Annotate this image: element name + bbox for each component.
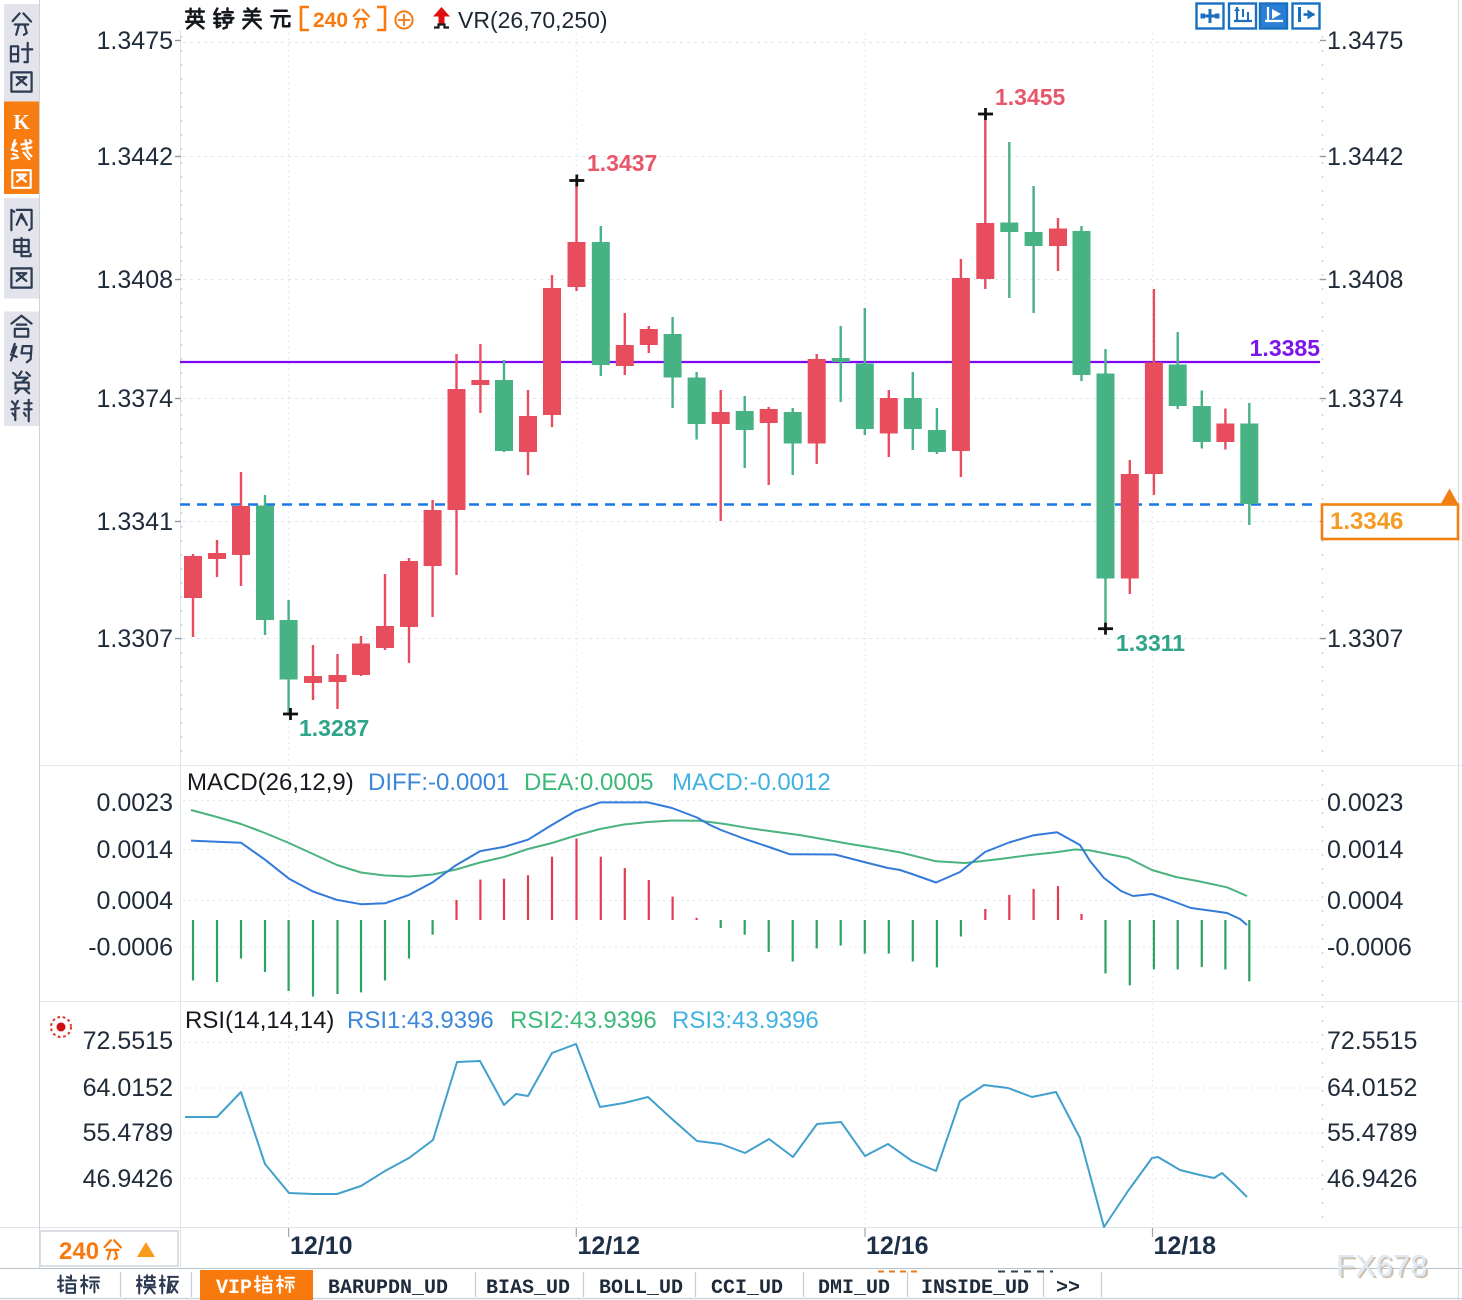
- svg-text:1.3408: 1.3408: [1327, 266, 1403, 294]
- svg-text:1.3341: 1.3341: [97, 508, 173, 536]
- svg-text:>>: >>: [1056, 1277, 1080, 1300]
- svg-text:RSI1:43.9396: RSI1:43.9396: [347, 1007, 494, 1034]
- svg-text:INSIDE_UD: INSIDE_UD: [921, 1277, 1029, 1300]
- svg-text:1.3307: 1.3307: [97, 625, 173, 653]
- svg-text:0.0004: 0.0004: [97, 887, 174, 915]
- svg-text:VIP: VIP: [216, 1277, 252, 1300]
- svg-text:72.5515: 72.5515: [1327, 1027, 1417, 1055]
- svg-text:DEA:0.0005: DEA:0.0005: [524, 769, 653, 796]
- svg-text:1.3385: 1.3385: [1250, 335, 1321, 361]
- svg-text:MACD:-0.0012: MACD:-0.0012: [672, 769, 831, 796]
- svg-text:1.3346: 1.3346: [1330, 508, 1403, 535]
- svg-text:12/18: 12/18: [1154, 1232, 1217, 1260]
- svg-text:0.0023: 0.0023: [1327, 789, 1403, 817]
- svg-text:BOLL_UD: BOLL_UD: [599, 1277, 683, 1300]
- svg-text:1.3442: 1.3442: [97, 143, 173, 171]
- svg-text:1.3437: 1.3437: [587, 150, 657, 176]
- svg-text:64.0152: 64.0152: [83, 1074, 173, 1102]
- svg-text:-0.0006: -0.0006: [88, 934, 173, 962]
- svg-text:DMI_UD: DMI_UD: [818, 1277, 890, 1300]
- svg-text:1.3442: 1.3442: [1327, 143, 1403, 171]
- svg-text:12/16: 12/16: [866, 1232, 929, 1260]
- svg-text:0.0023: 0.0023: [97, 789, 173, 817]
- svg-text:BIAS_UD: BIAS_UD: [486, 1277, 570, 1300]
- svg-text:0.0004: 0.0004: [1327, 887, 1404, 915]
- svg-text:1.3455: 1.3455: [995, 84, 1066, 110]
- svg-text:240: 240: [59, 1238, 99, 1265]
- svg-text:-0.0006: -0.0006: [1327, 934, 1412, 962]
- svg-text:1.3408: 1.3408: [97, 266, 173, 294]
- svg-text:1.3374: 1.3374: [1327, 385, 1404, 413]
- svg-text:1.3287: 1.3287: [299, 715, 369, 741]
- svg-text:55.4789: 55.4789: [83, 1119, 173, 1147]
- svg-text:1.3475: 1.3475: [1327, 27, 1403, 55]
- svg-text:1.3307: 1.3307: [1327, 625, 1403, 653]
- svg-text:12/10: 12/10: [290, 1232, 353, 1260]
- svg-text:RSI(14,14,14): RSI(14,14,14): [185, 1007, 334, 1034]
- svg-text:72.5515: 72.5515: [83, 1027, 173, 1055]
- svg-text:RSI2:43.9396: RSI2:43.9396: [510, 1007, 657, 1034]
- svg-text:0.0014: 0.0014: [97, 836, 174, 864]
- svg-text:12/12: 12/12: [578, 1232, 641, 1260]
- svg-text:64.0152: 64.0152: [1327, 1074, 1417, 1102]
- svg-text:RSI3:43.9396: RSI3:43.9396: [672, 1007, 819, 1034]
- svg-text:46.9426: 46.9426: [83, 1165, 173, 1193]
- svg-text:1.3475: 1.3475: [97, 27, 173, 55]
- svg-text:VR(26,70,250): VR(26,70,250): [458, 7, 608, 33]
- svg-text:CCI_UD: CCI_UD: [711, 1277, 783, 1300]
- svg-text:MACD(26,12,9): MACD(26,12,9): [187, 769, 354, 796]
- svg-text:FX678: FX678: [1336, 1248, 1427, 1283]
- svg-text:46.9426: 46.9426: [1327, 1165, 1417, 1193]
- svg-text:K: K: [13, 110, 30, 134]
- svg-text:240: 240: [313, 9, 348, 32]
- svg-text:DIFF:-0.0001: DIFF:-0.0001: [368, 769, 509, 796]
- svg-text:1.3374: 1.3374: [97, 385, 174, 413]
- svg-text:1.3311: 1.3311: [1116, 630, 1185, 656]
- svg-text:FX678: FX678: [1338, 1250, 1429, 1285]
- svg-text:BARUPDN_UD: BARUPDN_UD: [328, 1277, 448, 1300]
- svg-text:55.4789: 55.4789: [1327, 1119, 1417, 1147]
- svg-text:0.0014: 0.0014: [1327, 836, 1404, 864]
